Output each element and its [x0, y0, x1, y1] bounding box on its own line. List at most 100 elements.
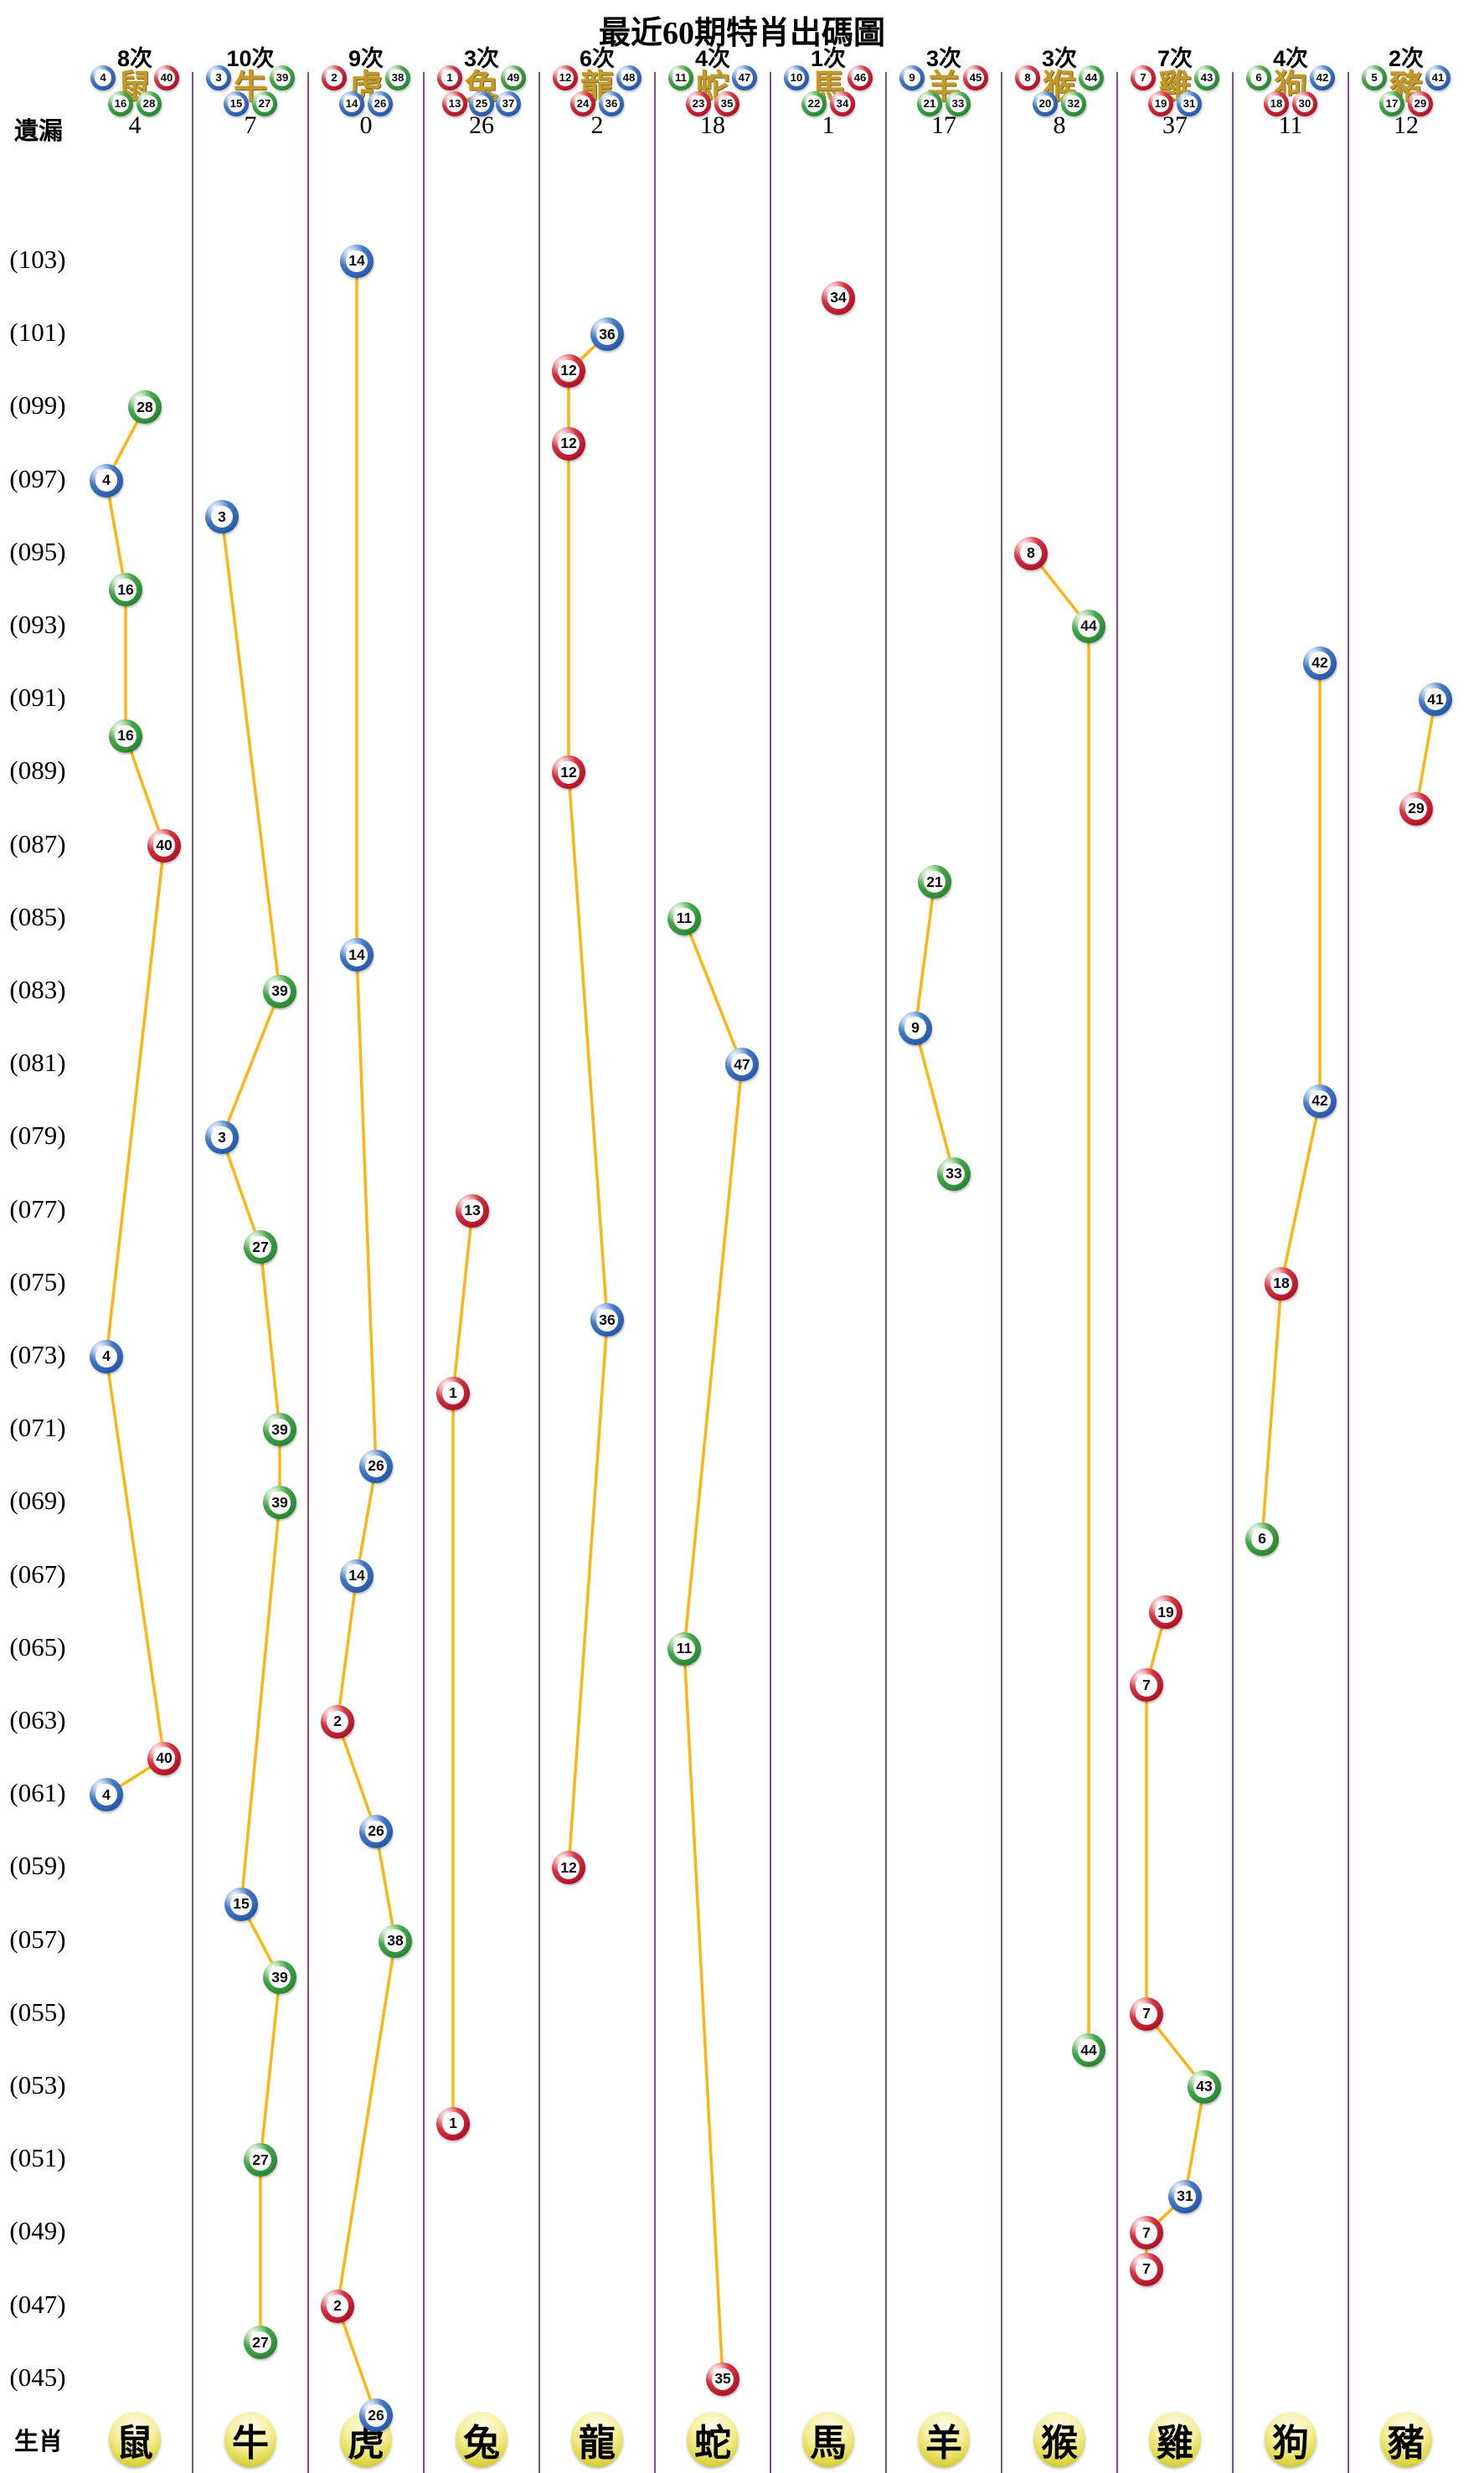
ball-number: 21 [923, 870, 946, 894]
draw-ball: 7 [1130, 2216, 1163, 2250]
ball-number: 7 [1135, 1674, 1158, 1697]
ball-number: 18 [1268, 95, 1285, 112]
draw-ball: 26 [359, 1449, 393, 1483]
header-ball: 19 [1148, 91, 1173, 116]
ball-number: 19 [1154, 1600, 1177, 1624]
header-ball: 14 [339, 91, 364, 116]
ball-number: 41 [1430, 70, 1446, 86]
draw-ball: 44 [1072, 2033, 1105, 2068]
row-label: (089) [9, 755, 66, 786]
draw-ball: 40 [147, 1741, 181, 1775]
zodiac-badge: 羊 [918, 2412, 970, 2467]
column-line [1029, 552, 1090, 2051]
draw-ball: 31 [1168, 2179, 1202, 2213]
column-times: 3次 [1041, 46, 1078, 71]
header-ball: 20 [1033, 91, 1058, 116]
header-ball: 32 [1061, 91, 1086, 116]
page-title: 最近60期特肖出碼圖 [598, 16, 885, 51]
ball-number: 12 [557, 761, 580, 784]
column-times: 9次 [348, 46, 384, 71]
ball-number: 41 [1424, 688, 1447, 711]
ball-number: 39 [268, 980, 291, 1003]
header-ball: 43 [1194, 65, 1219, 90]
ball-number: 1 [441, 1382, 465, 1404]
column-times: 6次 [579, 46, 616, 71]
row-label: (099) [9, 390, 66, 420]
zodiac-badge: 蛇 [687, 2412, 739, 2467]
row-label: (045) [9, 2362, 66, 2392]
draw-ball: 12 [552, 1851, 585, 1885]
ball-number: 15 [229, 1893, 253, 1916]
ball-number: 4 [95, 70, 111, 86]
zodiac-label: 生肖 [13, 2429, 63, 2455]
ball-number: 8 [1019, 70, 1036, 86]
column-separator [1116, 72, 1118, 2473]
row-label: (069) [9, 1486, 66, 1516]
ball-number: 27 [249, 1235, 272, 1259]
column-times: 10次 [226, 46, 275, 71]
draw-ball: 13 [456, 1193, 489, 1228]
header-ball: 9 [899, 65, 925, 90]
zodiac-badge: 狗 [1265, 2412, 1317, 2467]
ball-number: 46 [852, 70, 868, 86]
draw-ball: 42 [1303, 1084, 1337, 1118]
ball-number: 14 [345, 1564, 368, 1587]
ball-number: 39 [274, 70, 291, 86]
ball-number: 12 [557, 70, 574, 86]
ball-number: 47 [736, 70, 753, 86]
row-label: (057) [9, 1924, 66, 1954]
ball-number: 14 [343, 95, 360, 112]
ball-number: 39 [268, 1966, 291, 1989]
header-ball: 30 [1292, 91, 1317, 116]
row-label: (095) [9, 536, 66, 566]
ball-number: 11 [672, 1637, 696, 1660]
draw-ball: 26 [359, 2398, 393, 2433]
column-separator [885, 72, 887, 2473]
draw-ball: 6 [1245, 1522, 1279, 1556]
header-ball: 46 [848, 65, 873, 90]
column-separator [654, 72, 656, 2473]
header-ball: 29 [1408, 91, 1433, 116]
draw-ball: 29 [1399, 792, 1433, 826]
row-label: (071) [9, 1413, 66, 1443]
ball-number: 48 [621, 70, 637, 86]
row-label: (101) [9, 317, 66, 348]
ball-number: 35 [711, 2367, 734, 2390]
row-label: (087) [9, 828, 66, 858]
ball-number: 9 [904, 1017, 927, 1039]
ball-number: 15 [228, 95, 245, 112]
zodiac-badge: 鼠 [109, 2412, 161, 2467]
zodiac-badge: 馬 [802, 2412, 854, 2467]
ball-number: 45 [967, 70, 984, 86]
ball-number: 4 [95, 469, 118, 492]
ball-number: 26 [364, 2404, 388, 2427]
draw-ball: 39 [263, 1960, 296, 1995]
header-ball: 37 [496, 91, 521, 116]
draw-ball: 2 [321, 1705, 354, 1739]
column-line [336, 261, 397, 2416]
ball-number: 36 [603, 95, 620, 112]
missing-value: 7 [244, 111, 257, 139]
ball-number: 22 [806, 95, 822, 112]
missing-value: 4 [128, 111, 142, 139]
ball-number: 6 [1250, 70, 1267, 86]
ball-number: 32 [1065, 95, 1082, 112]
missing-value: 0 [359, 111, 373, 139]
ball-number: 39 [268, 1418, 291, 1441]
header-ball: 45 [963, 65, 988, 90]
header-ball: 24 [570, 91, 595, 116]
ball-number: 16 [114, 579, 137, 601]
draw-ball: 35 [706, 2362, 739, 2396]
header-ball: 27 [252, 91, 277, 116]
draw-ball: 27 [244, 2326, 277, 2360]
draw-ball: 33 [937, 1157, 971, 1191]
draw-ball: 43 [1188, 2070, 1221, 2104]
header-ball: 28 [137, 91, 162, 116]
missing-value: 17 [931, 111, 956, 139]
column-separator [1232, 72, 1234, 2473]
zodiac-badge: 豬 [1380, 2412, 1432, 2467]
missing-value: 12 [1394, 111, 1419, 139]
ball-number: 28 [141, 95, 157, 112]
ball-number: 30 [1296, 95, 1313, 112]
draw-ball: 44 [1072, 610, 1105, 643]
